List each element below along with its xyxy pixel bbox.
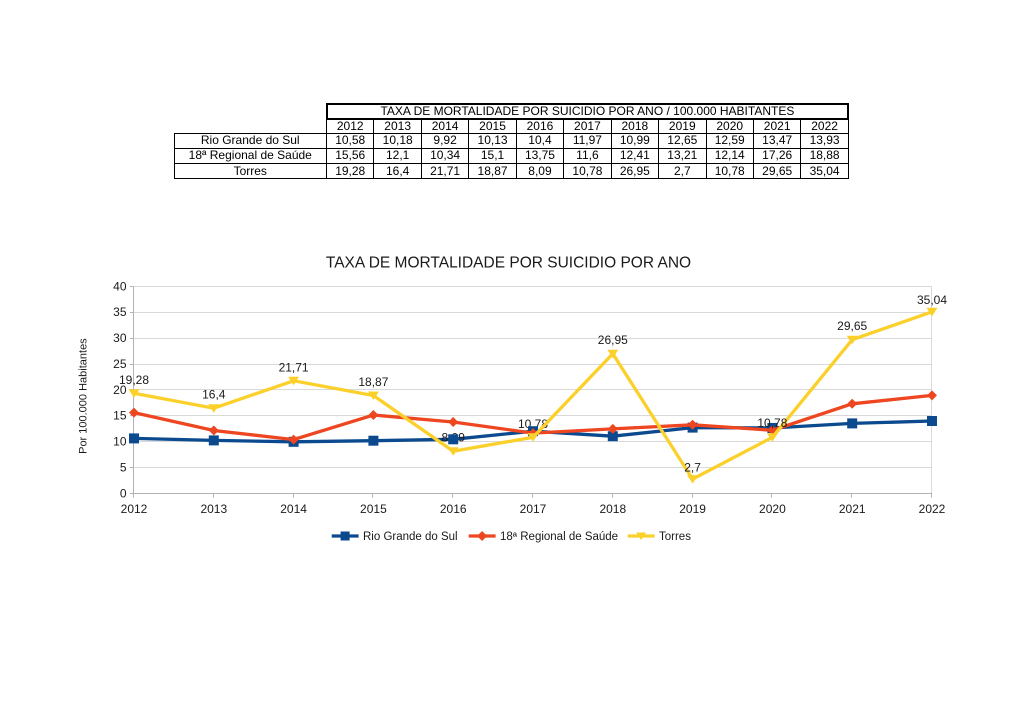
svg-text:2015: 2015 — [360, 502, 387, 516]
svg-text:25: 25 — [113, 357, 127, 371]
svg-text:2018: 2018 — [599, 502, 626, 516]
svg-text:35,04: 35,04 — [917, 293, 947, 307]
svg-text:TAXA DE MORTALIDADE POR SUICID: TAXA DE MORTALIDADE POR SUICIDIO POR ANO — [326, 255, 691, 272]
svg-text:21,71: 21,71 — [279, 360, 309, 374]
svg-text:0: 0 — [120, 486, 127, 500]
svg-text:2022: 2022 — [919, 502, 946, 516]
svg-text:10: 10 — [113, 435, 127, 449]
svg-text:Rio Grande do Sul: Rio Grande do Sul — [363, 531, 458, 543]
svg-text:2014: 2014 — [280, 502, 307, 516]
svg-text:19,28: 19,28 — [119, 373, 149, 387]
svg-text:2016: 2016 — [440, 502, 467, 516]
svg-text:15: 15 — [113, 409, 127, 423]
svg-text:Por 100.000 Habitantes: Por 100.000 Habitantes — [78, 338, 90, 454]
svg-text:30: 30 — [113, 331, 127, 345]
svg-text:10,78: 10,78 — [757, 416, 787, 430]
svg-text:26,95: 26,95 — [598, 333, 628, 347]
svg-text:2017: 2017 — [520, 502, 547, 516]
svg-text:18,87: 18,87 — [358, 375, 388, 389]
svg-text:40: 40 — [113, 279, 127, 293]
svg-text:2013: 2013 — [200, 502, 227, 516]
svg-text:18ª Regional de Saúde: 18ª Regional de Saúde — [500, 531, 618, 543]
svg-text:16,4: 16,4 — [202, 388, 226, 402]
svg-text:29,65: 29,65 — [837, 319, 867, 333]
svg-text:2012: 2012 — [121, 502, 148, 516]
svg-text:2,7: 2,7 — [684, 461, 701, 475]
svg-text:20: 20 — [113, 383, 127, 397]
svg-text:2021: 2021 — [839, 502, 866, 516]
svg-text:35: 35 — [113, 305, 127, 319]
svg-text:5: 5 — [120, 460, 127, 474]
svg-text:2020: 2020 — [759, 502, 786, 516]
svg-text:2019: 2019 — [679, 502, 706, 516]
svg-text:Torres: Torres — [659, 531, 691, 543]
